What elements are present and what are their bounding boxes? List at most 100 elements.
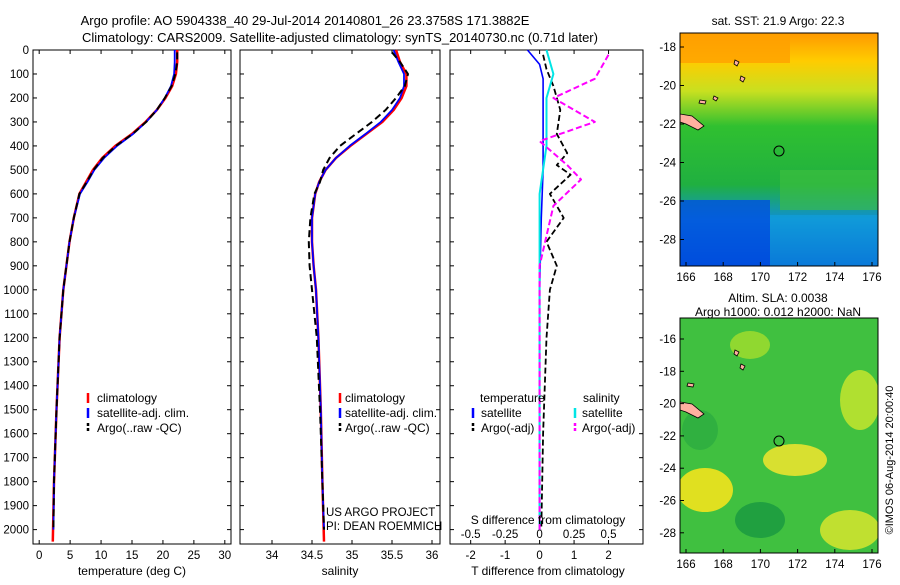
sla-high-2 <box>763 444 827 476</box>
xtick-label: 36 <box>426 550 439 562</box>
temperature-profiles <box>51 50 179 542</box>
sla-high-4 <box>730 331 770 359</box>
lon-tick-label: 176 <box>862 559 881 571</box>
sla-low-1 <box>735 502 785 538</box>
lon-tick-label: 166 <box>676 272 695 284</box>
ytick-label: 800 <box>10 237 29 249</box>
lon-tick-label: 176 <box>862 272 881 284</box>
series-line-argo-raw-qc <box>307 51 409 530</box>
ytick-label: 600 <box>10 189 29 201</box>
sla-field <box>680 318 878 553</box>
series-line-satellite-adj-clim <box>52 50 176 530</box>
map-sst-lat-axis: -18 -20 -22 -24 -26 -28 <box>659 42 684 247</box>
ytick-label: 0 <box>23 45 29 57</box>
lat-tick-label: -20 <box>659 81 676 93</box>
map-sst-title: sat. SST: 21.9 Argo: 22.3 <box>712 14 845 28</box>
figure-title-line1: Argo profile: AO 5904338_40 29-Jul-2014 … <box>81 13 530 28</box>
panel-salinity: 34 34.5 35 35.5 36 salinity climatology sate… <box>239 49 442 578</box>
xtick-label: 10 <box>95 550 108 562</box>
legend-label-argo: Argo(..raw -QC) <box>345 421 430 435</box>
salinity-axis: 34 34.5 35 35.5 36 <box>266 50 439 562</box>
ytick-label: 1600 <box>3 429 29 441</box>
sst-cool-patch-2 <box>770 215 878 266</box>
sst-warm-patch <box>680 33 790 63</box>
xtick-label: 25 <box>187 550 200 562</box>
island-vanuatu-1 <box>733 59 740 67</box>
ytick-label: 700 <box>10 213 29 225</box>
ytick-label: 100 <box>10 69 29 81</box>
island-loyalty-2 <box>686 382 695 388</box>
legend-label-climatology: climatology <box>345 391 405 405</box>
legend-label-satellite: satellite-adj. clim. <box>97 406 189 420</box>
lon-tick-label: 168 <box>714 272 733 284</box>
sla-high-1 <box>680 468 733 512</box>
legend-title-salinity: salinity <box>583 391 620 405</box>
series-line-temperature-argo-adj <box>540 54 572 530</box>
xtick-label: 35 <box>346 550 359 562</box>
xtick-label: 20 <box>157 550 170 562</box>
s-xtick-label: -0.5 <box>461 529 481 541</box>
lat-tick-label: -22 <box>659 431 676 443</box>
lat-tick-label: -26 <box>659 196 676 208</box>
legend-label-sal-satellite: satellite <box>582 406 623 420</box>
series-line-climatology <box>310 49 408 542</box>
ytick-label: 1400 <box>3 381 29 393</box>
map-sla: Altim. SLA: 0.0038 Argo h1000: 0.012 h20… <box>659 291 896 571</box>
ytick-label: 400 <box>10 141 29 153</box>
s-xtick-label: 0.25 <box>563 529 585 541</box>
xtick-label: 0 <box>36 550 42 562</box>
ytick-label: 1700 <box>3 453 29 465</box>
legend-label-sal-argo: Argo(-adj) <box>582 421 635 435</box>
series-line-salinity-satellite <box>538 49 555 530</box>
lon-tick-label: 174 <box>825 272 845 284</box>
map-sla-lat-axis: -16 -18 -20 -22 -24 -26 -28 <box>659 334 684 540</box>
sla-high-5 <box>820 510 878 550</box>
salinity-profiles <box>307 49 409 542</box>
argo-position-marker <box>773 435 785 447</box>
series-line-climatology <box>51 50 179 542</box>
ytick-label: 1200 <box>3 333 29 345</box>
lat-tick-label: -18 <box>659 42 676 54</box>
lon-tick-label: 166 <box>676 559 695 571</box>
xtick-label: -1 <box>500 550 510 562</box>
island-new-caledonia-1 <box>680 113 705 131</box>
t-difference-axis: -2 -1 0 1 2 <box>466 50 612 562</box>
series-line-salinity-argo-adj <box>538 54 610 530</box>
xtick-label: -2 <box>466 550 476 562</box>
island-vanuatu-5 <box>739 363 746 371</box>
legend-label-satellite: satellite-adj. clim. <box>345 406 437 420</box>
panel-salinity-frame <box>239 49 441 545</box>
series-line-argo-raw-qc <box>52 52 179 530</box>
lat-tick-label: -16 <box>659 334 676 346</box>
lon-tick-label: 172 <box>788 272 807 284</box>
lon-tick-label: 172 <box>788 559 807 571</box>
island-vanuatu-2 <box>739 75 746 83</box>
salinity-depth-ticks <box>240 49 440 531</box>
lat-tick-label: -28 <box>659 235 676 247</box>
difference-depth-ticks <box>450 49 643 531</box>
s-xtick-label: 0 <box>536 529 542 541</box>
sst-cool-patch-1 <box>680 200 770 266</box>
ytick-label: 200 <box>10 93 29 105</box>
xtick-label: 34 <box>266 550 279 562</box>
panel-temperature: 0100200300400500600700800900100011001200… <box>3 45 232 578</box>
lon-tick-label: 170 <box>751 559 770 571</box>
island-vanuatu-4 <box>733 349 740 357</box>
salinity-legend: climatology satellite-adj. clim. Argo(..… <box>338 391 437 435</box>
map-sla-lon-axis: 166 168 170 172 174 176 <box>676 549 882 571</box>
lat-tick-label: -24 <box>659 463 676 475</box>
ytick-label: 1000 <box>3 285 29 297</box>
legend-title-temperature: temperature <box>480 391 545 405</box>
map-sst-frame <box>679 32 879 267</box>
depth-axis: 0 100 200 300 400 500 600 700 800 900 1000 1100 1200… <box>3 45 231 537</box>
argo-position-marker <box>773 145 785 157</box>
s-difference-xlabel: S difference from climatology <box>471 513 626 527</box>
ytick-label: 500 <box>10 165 29 177</box>
xtick-label: 15 <box>126 550 139 562</box>
ytick-label: 1300 <box>3 357 29 369</box>
lon-tick-label: 174 <box>825 559 845 571</box>
ytick-label: 900 <box>10 261 29 273</box>
panel-differences: -2 -1 0 1 2 -0.5 -0.25 0 0.25 0.5 S difference f… <box>449 49 644 578</box>
t-difference-xlabel: T difference from climatology <box>471 564 625 578</box>
